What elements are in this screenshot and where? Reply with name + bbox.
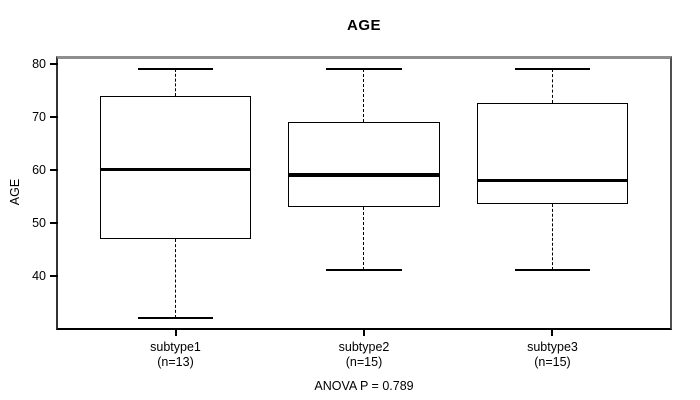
y-tick-mark (50, 62, 58, 65)
x-category-label: subtype2 (338, 340, 390, 354)
y-tick-label: 80 (32, 56, 46, 71)
x-category-subtype3: subtype3 (n=15) (467, 340, 637, 370)
x-tick-mark (174, 330, 177, 336)
upper-whisker-cap (514, 68, 591, 71)
iqr-box (476, 103, 629, 205)
y-tick-label: 40 (32, 268, 46, 283)
x-tick-mark (363, 330, 365, 336)
lower-whisker-line (551, 204, 553, 271)
x-category-subtype2: subtype2 (n=15) (279, 340, 449, 370)
y-axis-title: AGE (8, 178, 22, 206)
x-category-sublabel: (n=15) (534, 355, 571, 369)
y-tick-label: 70 (32, 109, 46, 124)
y-tick-mark (50, 168, 58, 171)
lower-whisker-cap (514, 269, 591, 272)
y-tick-label: 60 (32, 162, 46, 177)
upper-whisker-line (363, 69, 365, 122)
boxplot-subtype1 (58, 59, 670, 328)
y-tick-label: 50 (32, 215, 46, 230)
boxplot-subtype3 (58, 59, 670, 328)
x-tick-mark (551, 330, 554, 336)
lower-whisker-cap (326, 269, 402, 272)
lower-whisker-cap (137, 316, 214, 319)
upper-whisker-cap (326, 68, 402, 71)
y-tick-mark (50, 115, 58, 118)
lower-whisker-line (174, 238, 176, 318)
x-category-subtype1: subtype1 (n=13) (91, 340, 261, 370)
median-line (99, 167, 252, 172)
lower-whisker-line (363, 206, 365, 271)
x-category-label: subtype3 (527, 340, 578, 354)
iqr-box (288, 122, 440, 207)
plot-area (56, 56, 672, 330)
median-line (288, 173, 440, 177)
x-category-sublabel: (n=15) (345, 355, 383, 369)
upper-whisker-line (174, 69, 176, 96)
y-tick-mark (50, 221, 58, 224)
median-line (476, 178, 629, 182)
upper-whisker-line (551, 69, 553, 104)
boxplot-subtype2 (58, 59, 670, 328)
upper-whisker-cap (137, 68, 214, 71)
x-category-label: subtype1 (150, 340, 201, 354)
x-category-sublabel: (n=13) (157, 355, 194, 369)
iqr-box (99, 95, 252, 239)
chart-title: AGE (346, 17, 381, 34)
anova-p-annotation: ANOVA P = 0.789 (314, 379, 414, 393)
y-tick-mark (50, 274, 58, 277)
